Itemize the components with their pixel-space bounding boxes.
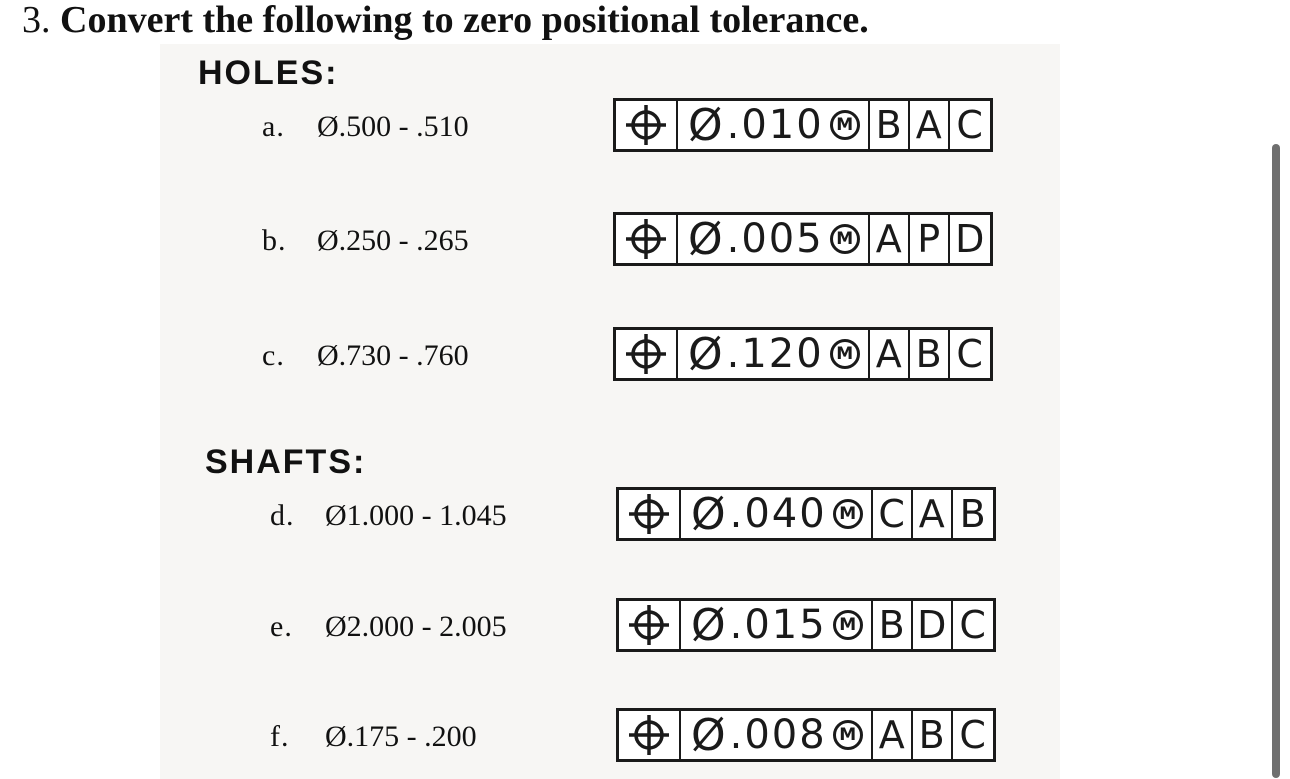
tolerance-cell: Ø .015 M bbox=[681, 599, 873, 651]
mmc-modifier-icon: M bbox=[829, 224, 860, 254]
tolerance-value: .010 bbox=[726, 102, 824, 148]
list-item-f: f. Ø.175 - .200 bbox=[270, 708, 1050, 768]
problem-title: 3. Convert the following to zero positio… bbox=[22, 0, 869, 40]
tolerance-value: .008 bbox=[729, 712, 827, 758]
datum-primary: A bbox=[870, 215, 910, 263]
mmc-modifier-icon: M bbox=[829, 110, 860, 140]
tolerance-value: .120 bbox=[726, 331, 824, 377]
list-item-a: a. Ø.500 - .510 bbox=[262, 98, 1042, 158]
item-size: Ø.175 - .200 bbox=[325, 720, 477, 753]
list-item-d: d. Ø1.000 - 1.045 bbox=[270, 487, 1050, 547]
scanned-page-area bbox=[160, 44, 1060, 779]
datum-tertiary: C bbox=[956, 103, 983, 147]
tolerance-cell: Ø .040 M bbox=[681, 488, 873, 540]
feature-control-frame-b: Ø .005 M A P D bbox=[613, 212, 993, 266]
datum-tertiary: C bbox=[959, 713, 986, 757]
position-icon bbox=[619, 601, 681, 649]
datum-secondary: B bbox=[913, 711, 953, 759]
list-item-e: e. Ø2.000 - 2.005 bbox=[270, 598, 1050, 658]
holes-heading: HOLES: bbox=[198, 54, 339, 92]
diameter-symbol: Ø bbox=[691, 488, 728, 540]
item-letter: a. bbox=[262, 110, 285, 143]
diameter-symbol: Ø bbox=[688, 99, 725, 151]
position-icon bbox=[619, 711, 681, 759]
item-size: Ø.250 - .265 bbox=[317, 224, 469, 257]
datum-secondary: A bbox=[910, 101, 950, 149]
problem-number: 3. bbox=[22, 0, 51, 41]
mmc-modifier-icon: M bbox=[832, 499, 863, 529]
datum-primary: B bbox=[870, 101, 910, 149]
position-icon bbox=[619, 490, 681, 538]
position-icon bbox=[616, 215, 678, 263]
diameter-symbol: Ø bbox=[691, 599, 728, 651]
datum-tertiary: C bbox=[956, 332, 983, 376]
datum-secondary: A bbox=[913, 490, 953, 538]
item-letter: f. bbox=[270, 720, 290, 753]
vertical-scrollbar[interactable] bbox=[1272, 144, 1280, 778]
datum-tertiary: B bbox=[959, 492, 986, 536]
diameter-symbol: Ø bbox=[688, 213, 725, 265]
datum-secondary: B bbox=[910, 330, 950, 378]
datum-tertiary: C bbox=[959, 603, 986, 647]
tolerance-cell: Ø .120 M bbox=[678, 328, 870, 380]
mmc-modifier-icon: M bbox=[829, 339, 860, 369]
item-letter: b. bbox=[262, 224, 287, 257]
shafts-heading: SHAFTS: bbox=[205, 443, 367, 481]
datum-secondary: P bbox=[910, 215, 950, 263]
feature-control-frame-c: Ø .120 M A B C bbox=[613, 327, 993, 381]
item-letter: c. bbox=[262, 339, 285, 372]
item-size: Ø1.000 - 1.045 bbox=[325, 499, 507, 532]
feature-control-frame-a: Ø .010 M B A C bbox=[613, 98, 993, 152]
datum-secondary: D bbox=[913, 601, 953, 649]
list-item-b: b. Ø.250 - .265 bbox=[262, 212, 1042, 272]
tolerance-value: .005 bbox=[726, 216, 824, 262]
diameter-symbol: Ø bbox=[688, 328, 725, 380]
item-size: Ø.500 - .510 bbox=[317, 110, 469, 143]
item-size: Ø2.000 - 2.005 bbox=[325, 610, 507, 643]
datum-primary: C bbox=[873, 490, 913, 538]
tolerance-cell: Ø .005 M bbox=[678, 213, 870, 265]
problem-text: Convert the following to zero positional… bbox=[60, 0, 869, 41]
feature-control-frame-d: Ø .040 M C A B bbox=[616, 487, 996, 541]
tolerance-value: .015 bbox=[729, 602, 827, 648]
feature-control-frame-f: Ø .008 M A B C bbox=[616, 708, 996, 762]
datum-primary: A bbox=[873, 711, 913, 759]
tolerance-cell: Ø .008 M bbox=[681, 709, 873, 761]
datum-primary: A bbox=[870, 330, 910, 378]
item-letter: e. bbox=[270, 610, 293, 643]
item-size: Ø.730 - .760 bbox=[317, 339, 469, 372]
tolerance-cell: Ø .010 M bbox=[678, 99, 870, 151]
mmc-modifier-icon: M bbox=[832, 610, 863, 640]
mmc-modifier-icon: M bbox=[832, 720, 863, 750]
datum-tertiary: D bbox=[955, 217, 985, 261]
feature-control-frame-e: Ø .015 M B D C bbox=[616, 598, 996, 652]
item-letter: d. bbox=[270, 499, 295, 532]
diameter-symbol: Ø bbox=[691, 709, 728, 761]
list-item-c: c. Ø.730 - .760 bbox=[262, 327, 1042, 387]
position-icon bbox=[616, 330, 678, 378]
datum-primary: B bbox=[873, 601, 913, 649]
tolerance-value: .040 bbox=[729, 491, 827, 537]
position-icon bbox=[616, 101, 678, 149]
